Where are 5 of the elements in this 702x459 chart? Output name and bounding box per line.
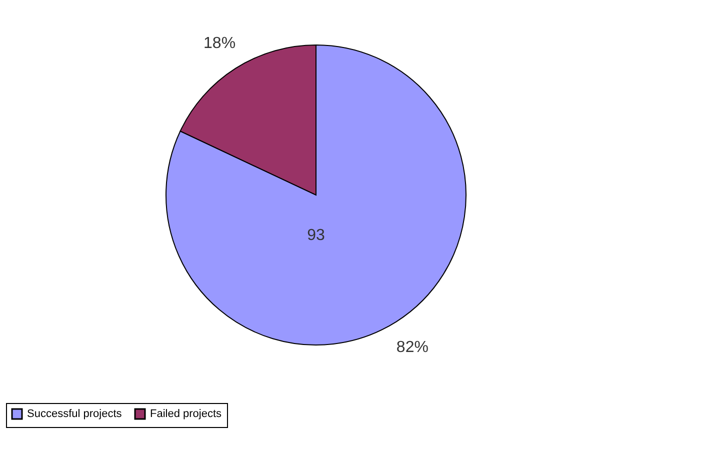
legend-label: Failed projects bbox=[150, 408, 222, 420]
data-label: 82% bbox=[396, 338, 428, 356]
text: 93 bbox=[307, 227, 325, 244]
data-label: 18% bbox=[204, 35, 236, 52]
legend-label: Successful projects bbox=[27, 408, 122, 420]
